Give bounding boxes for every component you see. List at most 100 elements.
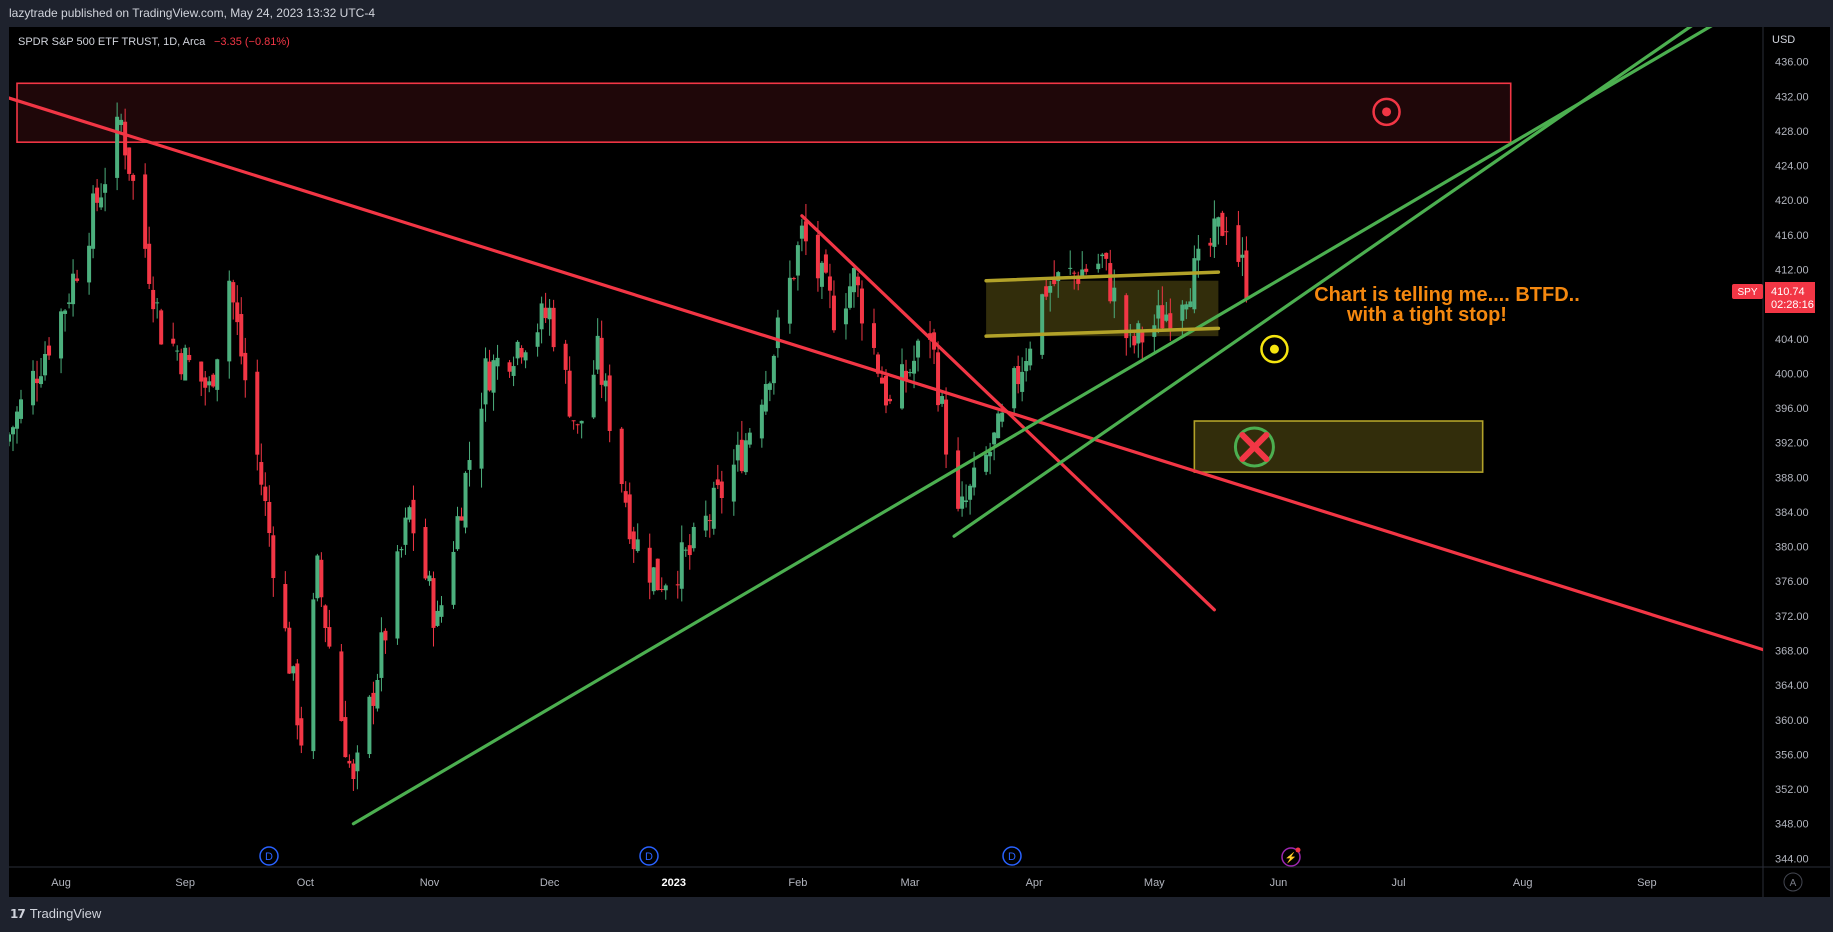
candle-body <box>495 357 500 367</box>
dividend-marker-3[interactable]: D <box>1002 846 1022 866</box>
candle-body <box>803 221 808 242</box>
candle-body <box>115 116 120 178</box>
candle-body <box>823 254 828 273</box>
candle-body <box>771 355 776 384</box>
candle-body <box>575 424 580 426</box>
symbol-legend[interactable]: SPDR S&P 500 ETF TRUST, 1D, Arca <box>18 36 206 48</box>
dividend-marker-2[interactable]: D <box>639 846 659 866</box>
candle-body <box>791 278 796 280</box>
candle-body <box>407 507 412 520</box>
annotation-line-1: Chart is telling me.... BTFD.. <box>1314 284 1580 306</box>
price-tick: 404.00 <box>1775 334 1809 346</box>
candle-body <box>659 588 664 590</box>
candle-body <box>827 276 832 291</box>
candle-body <box>1140 331 1145 343</box>
candle-body <box>355 752 360 772</box>
price-tick: 388.00 <box>1775 472 1809 484</box>
candle-body <box>455 516 460 550</box>
candle-body <box>1040 294 1045 355</box>
candle-body <box>483 358 488 405</box>
candle-body <box>327 627 332 647</box>
time-tick: Aug <box>1513 877 1533 889</box>
candle-body <box>255 371 260 455</box>
candle-body <box>99 197 104 208</box>
candle-body <box>311 599 316 752</box>
price-tick: 432.00 <box>1775 91 1809 103</box>
candle-body <box>1024 361 1029 372</box>
candle-body <box>67 302 72 304</box>
candle-body <box>591 374 596 418</box>
candle-body <box>207 381 212 386</box>
published-text: lazytrade published on TradingView.com, … <box>9 6 375 20</box>
symbol-tag-text: SPY <box>1737 287 1757 298</box>
candle-body <box>295 663 300 726</box>
candle-body <box>787 277 792 324</box>
candle-body <box>735 444 740 461</box>
candle-body <box>960 496 965 509</box>
price-tick: 352.00 <box>1775 784 1809 796</box>
stop-icon-x2 <box>1239 432 1270 462</box>
candle-body <box>1068 267 1073 269</box>
price-axis[interactable]: 436.00 432.00 428.00 424.00 420.00 416.00 412.… <box>1775 57 1809 866</box>
candle-body <box>651 567 656 592</box>
time-tick: 2023 <box>662 877 686 889</box>
candle-body <box>1044 286 1049 297</box>
candle-body <box>663 585 668 591</box>
candle-body <box>31 370 36 406</box>
candle-body <box>1076 275 1081 284</box>
candle-body <box>411 499 416 534</box>
candle-body <box>479 408 484 469</box>
last-price-text: 410.74 <box>1771 286 1805 298</box>
channel-top <box>984 270 1221 283</box>
price-tag <box>1765 282 1815 313</box>
candle-body <box>1244 250 1249 299</box>
tradingview-brand[interactable]: 𝟭𝟳 TradingView <box>10 906 101 921</box>
candle-body <box>87 245 92 283</box>
candle-body <box>43 354 48 376</box>
price-tick: 372.00 <box>1775 611 1809 623</box>
time-axis[interactable]: Aug Sep Oct Nov Dec 2023 Feb Mar Apr May Jun Jul Aug… <box>51 877 1656 889</box>
candle-body <box>1112 287 1117 302</box>
candle-body <box>916 340 921 358</box>
candle-body <box>908 372 913 374</box>
candle-body <box>147 243 152 284</box>
candle-body <box>715 479 720 486</box>
candle-body <box>423 527 428 579</box>
candle-body <box>607 375 612 431</box>
stop-icon-ring <box>1233 426 1275 468</box>
auto-scale-button[interactable]: A <box>1783 872 1803 892</box>
candle-body <box>1020 371 1025 392</box>
candle-body <box>1108 263 1113 302</box>
candle-body <box>75 278 80 281</box>
earnings-marker[interactable]: ⚡ <box>1281 847 1301 867</box>
candle-body <box>851 268 856 293</box>
candle-body <box>879 377 884 384</box>
price-tick: 364.00 <box>1775 680 1809 692</box>
candle-body <box>912 360 917 374</box>
candle-body <box>183 347 188 381</box>
candle-body <box>379 632 384 678</box>
dividend-marker-1[interactable]: D <box>259 846 279 866</box>
candle-body <box>707 520 712 522</box>
candle-body <box>884 375 888 406</box>
candle-body <box>263 486 268 502</box>
candle-body <box>1184 304 1189 310</box>
candle-body <box>799 225 804 239</box>
candle-body <box>1100 254 1105 257</box>
candle-body <box>719 481 724 498</box>
candle-body <box>59 311 64 359</box>
chart-frame[interactable] <box>9 27 1830 897</box>
uptrend-upper <box>952 27 1693 538</box>
short-downtrend <box>800 214 1216 612</box>
candle-body <box>551 307 556 348</box>
candle-body <box>159 310 164 345</box>
candle-body <box>1160 305 1165 329</box>
time-tick: May <box>1144 877 1165 889</box>
candle-body <box>19 399 24 419</box>
candle-body <box>71 273 76 305</box>
candle-body <box>1220 212 1225 236</box>
candle-body <box>459 516 464 521</box>
candle-body <box>563 343 568 370</box>
candle-body <box>819 262 824 287</box>
